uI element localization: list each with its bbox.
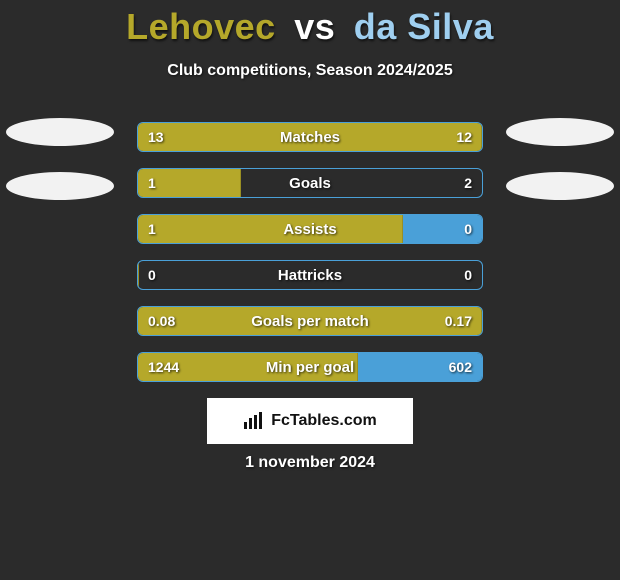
brand-box: FcTables.com [207, 398, 413, 444]
bar-fill-left [138, 169, 241, 197]
footer-date: 1 november 2024 [0, 454, 620, 472]
stat-label: Hattricks [138, 261, 482, 289]
avatar-placeholder [6, 118, 114, 146]
player1-name: Lehovec [126, 6, 276, 47]
comparison-title: Lehovec vs da Silva [0, 6, 620, 48]
player2-name: da Silva [354, 6, 494, 47]
bar-fill-right [358, 353, 482, 381]
brand: FcTables.com [243, 412, 377, 430]
avatar-placeholder [506, 172, 614, 200]
header: Lehovec vs da Silva Club competitions, S… [0, 0, 620, 80]
stat-value-left: 0 [148, 261, 156, 289]
bar-chart-icon [243, 412, 265, 430]
bar-fill-left [138, 353, 358, 381]
stat-row: 0.08Goals per match0.17 [137, 306, 483, 336]
stat-row: 0Hattricks0 [137, 260, 483, 290]
stat-row: 1Assists0 [137, 214, 483, 244]
stat-value-right: 0 [464, 261, 472, 289]
left-avatar-column [0, 118, 120, 226]
bar-fill-left [138, 307, 482, 335]
bar-fill-left [138, 123, 482, 151]
avatar-placeholder [6, 172, 114, 200]
right-avatar-column [500, 118, 620, 226]
bar-fill-left [138, 215, 403, 243]
stat-value-right: 2 [464, 169, 472, 197]
bar-fill-left [138, 261, 139, 289]
brand-text: FcTables.com [271, 412, 377, 430]
bar-fill-right [403, 215, 482, 243]
stat-row: 13Matches12 [137, 122, 483, 152]
avatar-placeholder [506, 118, 614, 146]
comparison-bars: 13Matches12 1Goals2 1Assists0 0Hattricks0 0.… [137, 122, 483, 398]
stat-row: 1244Min per goal602 [137, 352, 483, 382]
competition-subtitle: Club competitions, Season 2024/2025 [0, 62, 620, 80]
vs-text: vs [294, 6, 335, 47]
stat-row: 1Goals2 [137, 168, 483, 198]
